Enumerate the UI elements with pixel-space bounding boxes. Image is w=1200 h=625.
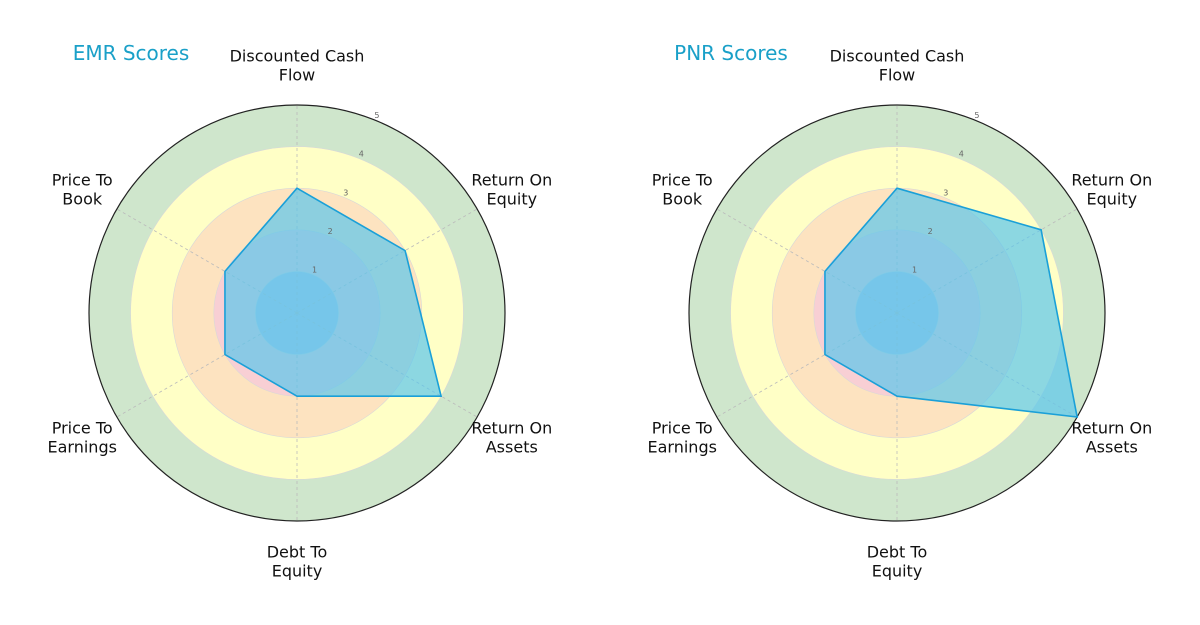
emr-spoke-4 — [116, 312, 298, 418]
emr-rtick-label: 1 — [312, 265, 317, 274]
emr-outer-ring — [88, 104, 506, 522]
pnr-rtick-label: 1 — [912, 265, 917, 274]
emr-axis-label: Price To Earnings — [48, 419, 117, 457]
emr-spoke-5 — [116, 208, 298, 314]
emr-axis-label: Return On Assets — [471, 419, 552, 457]
emr-rtick-label: 3 — [343, 188, 348, 197]
pnr-grid-ring-4 — [730, 146, 1064, 480]
pnr-score-polygon — [824, 187, 1079, 418]
pnr-rtick-label: 2 — [928, 227, 933, 236]
emr-grid-ring-4 — [130, 146, 464, 480]
pnr-rtick-label: 4 — [959, 150, 964, 159]
emr-rtick-label: 4 — [359, 150, 364, 159]
pnr-rtick-label: 3 — [943, 188, 948, 197]
pnr-axis-label: Debt To Equity — [867, 543, 928, 581]
pnr-spoke-4 — [716, 312, 898, 418]
emr-axis-label: Return On Equity — [471, 171, 552, 209]
emr-rtick-label: 5 — [374, 111, 379, 120]
emr-rtick-label: 2 — [328, 227, 333, 236]
emr-chart-title: EMR Scores — [73, 41, 190, 65]
pnr-axis-label: Return On Assets — [1071, 419, 1152, 457]
emr-axis-label: Discounted Cash Flow — [230, 47, 365, 85]
pnr-radar-chart: 1 2 3 4 5 Discounted Cash Flow Return On Equity R… — [648, 41, 1153, 581]
emr-axis-label: Price To Book — [52, 171, 113, 209]
pnr-axis-label: Price To Earnings — [648, 419, 717, 457]
emr-score-polygon — [224, 187, 443, 398]
pnr-spoke-5 — [716, 208, 898, 314]
pnr-axis-label: Discounted Cash Flow — [830, 47, 965, 85]
pnr-axis-label: Price To Book — [652, 171, 713, 209]
emr-radar-chart: 1 2 3 4 5 Discounted Cash Flow Return On Equity R… — [48, 41, 553, 581]
emr-axis-label: Debt To Equity — [267, 543, 328, 581]
pnr-axis-label: Return On Equity — [1071, 171, 1152, 209]
pnr-rtick-label: 5 — [974, 111, 979, 120]
pnr-chart-title: PNR Scores — [674, 41, 788, 65]
pnr-outer-ring — [688, 104, 1106, 522]
